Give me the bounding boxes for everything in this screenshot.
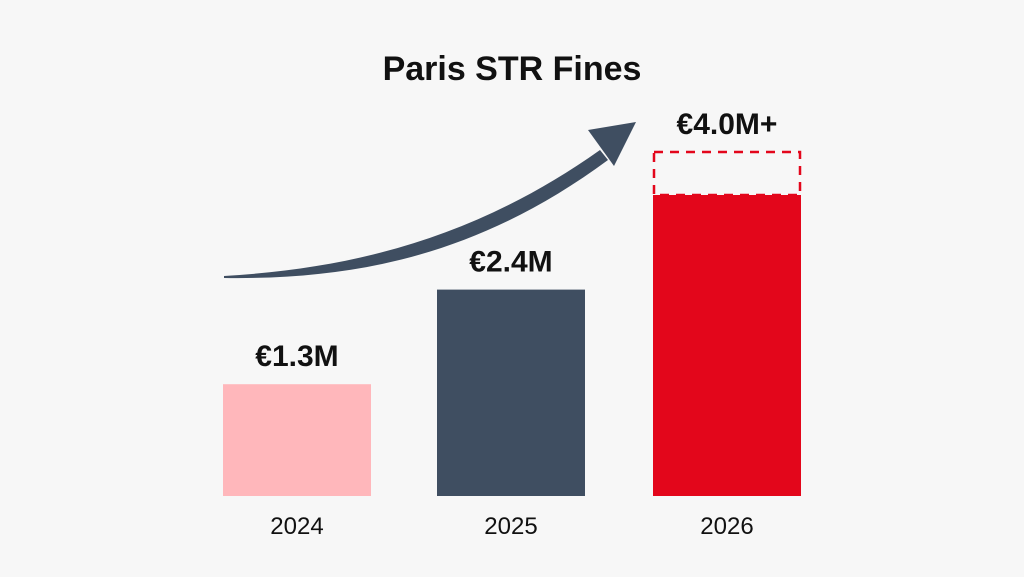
trend-arrow-body	[224, 150, 608, 279]
trend-arrow-layer	[224, 122, 636, 279]
data-label-2024: €1.3M	[255, 340, 338, 373]
labels-layer: €1.3M €2.4M €4.0M+	[255, 108, 777, 373]
trend-arrow-head	[588, 122, 636, 166]
ticks-layer: 2024 2025 2026	[270, 513, 753, 540]
x-tick-label-2026: 2026	[700, 513, 753, 540]
data-label-2025: €2.4M	[469, 246, 552, 279]
data-label-2026: €4.0M+	[677, 108, 778, 141]
bar-2025	[437, 289, 585, 496]
bars-layer	[223, 150, 802, 496]
bar-2026-projection	[652, 150, 802, 197]
x-tick-label-2024: 2024	[270, 513, 323, 540]
bar-2024	[223, 384, 371, 496]
bar-2026	[653, 195, 801, 496]
chart-title: Paris STR Fines	[383, 50, 642, 88]
x-tick-label-2025: 2025	[484, 513, 537, 540]
